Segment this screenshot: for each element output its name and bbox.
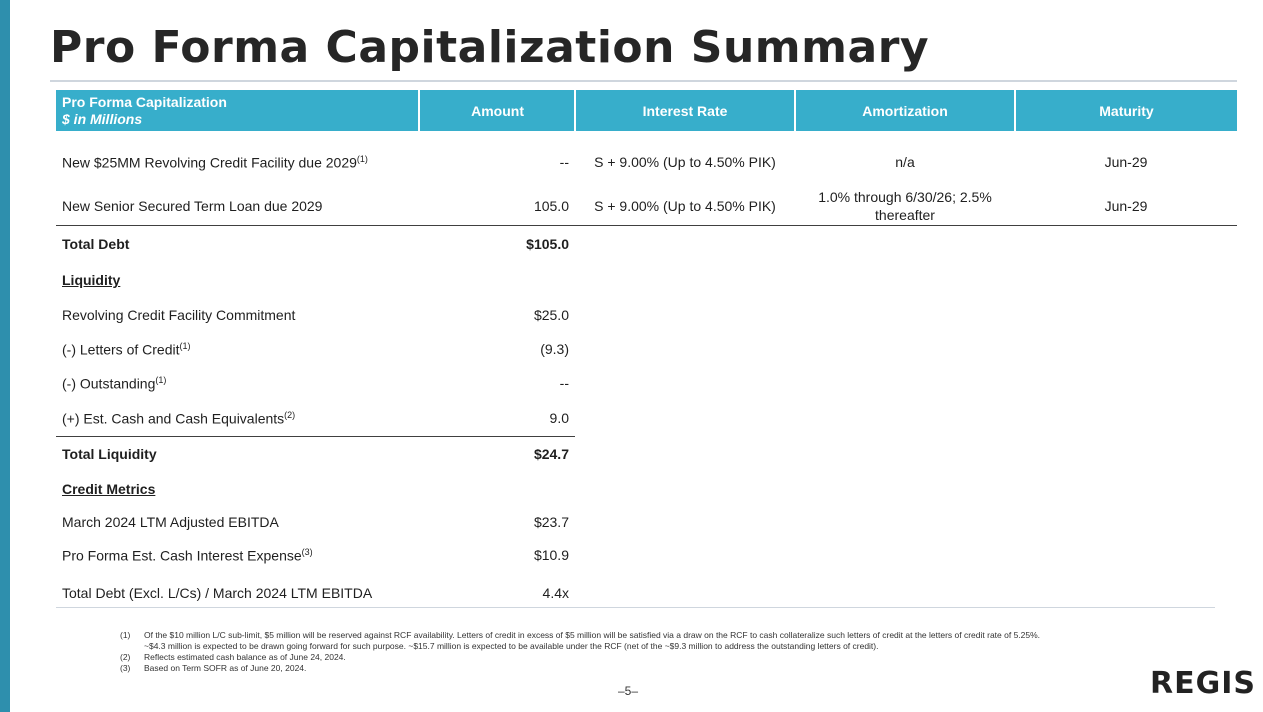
footnote-ref: (2) — [284, 409, 296, 420]
table-row: New $25MM Revolving Credit Facility due … — [56, 131, 1237, 187]
footnote-number: (3) — [120, 663, 131, 673]
total-liquidity-label: Total Liquidity — [62, 446, 157, 462]
total-debt-row: Total Debt $105.0 — [56, 226, 1237, 263]
header-amount: Amount — [419, 90, 576, 131]
section-heading-row: Credit Metrics — [56, 471, 1237, 507]
section-heading-row: Liquidity — [56, 262, 1237, 298]
row-label: Revolving Credit Facility Commitment — [62, 307, 296, 323]
capitalization-table: Pro Forma Capitalization $ in Millions A… — [56, 90, 1237, 613]
row-amortization: n/a — [895, 154, 915, 170]
row-maturity: Jun-29 — [1015, 187, 1237, 226]
row-label: New $25MM Revolving Credit Facility due … — [62, 154, 357, 171]
footnote-divider — [56, 607, 1215, 608]
row-amount: (9.3) — [540, 341, 569, 357]
footnote-number: (2) — [120, 652, 131, 662]
header-interest-rate: Interest Rate — [575, 90, 796, 131]
page-title: Pro Forma Capitalization Summary — [50, 22, 930, 73]
row-interest-rate: S + 9.00% (Up to 4.50% PIK) — [575, 187, 795, 226]
title-divider — [50, 80, 1237, 82]
table-row: Pro Forma Est. Cash Interest Expense(3) … — [56, 537, 1237, 573]
row-label: (+) Est. Cash and Cash Equivalents — [62, 410, 285, 427]
footnote-item: (2) Reflects estimated cash balance as o… — [120, 652, 1230, 663]
footnote-ref: (1) — [356, 153, 368, 164]
left-accent-bar — [0, 0, 10, 712]
row-interest-rate: S + 9.00% (Up to 4.50% PIK) — [594, 154, 776, 170]
footnote-item: (3) Based on Term SOFR as of June 20, 20… — [120, 663, 1230, 674]
total-liquidity-row: Total Liquidity $24.7 — [56, 437, 1237, 472]
table-row: Total Debt (Excl. L/Cs) / March 2024 LTM… — [56, 573, 1237, 613]
table-header-row: Pro Forma Capitalization $ in Millions A… — [56, 90, 1237, 131]
footnotes: (1) Of the $10 million L/C sub-limit, $5… — [120, 630, 1230, 674]
header-maturity: Maturity — [1015, 90, 1237, 131]
liquidity-heading: Liquidity — [62, 272, 121, 288]
footnote-text: Of the $10 million L/C sub-limit, $5 mil… — [144, 630, 1041, 640]
row-maturity: Jun-29 — [1104, 154, 1148, 170]
footnote-ref: (1) — [179, 340, 191, 351]
table-row: (-) Letters of Credit(1) (9.3) — [56, 332, 1237, 366]
footnote-number: (1) — [120, 630, 131, 640]
table-row: (+) Est. Cash and Cash Equivalents(2) 9.… — [56, 400, 1237, 437]
row-amount: -- — [559, 375, 569, 391]
header-label: Pro Forma Capitalization $ in Millions — [56, 90, 420, 131]
row-amount: -- — [559, 154, 569, 170]
amortization-line-1: 1.0% through 6/30/26; 2.5% — [818, 189, 992, 205]
footnote-ref: (1) — [155, 374, 167, 385]
row-amount: $25.0 — [533, 307, 569, 323]
page-number: –5– — [618, 684, 639, 698]
table-row: (-) Outstanding(1) -- — [56, 366, 1237, 400]
regis-logo: REGIS — [1150, 666, 1256, 701]
footnote-item: (1) Of the $10 million L/C sub-limit, $5… — [120, 630, 1230, 652]
credit-metrics-heading: Credit Metrics — [62, 481, 156, 497]
footnote-ref: (3) — [301, 546, 313, 557]
row-label: Pro Forma Est. Cash Interest Expense — [62, 547, 302, 564]
table-row: New Senior Secured Term Loan due 2029 10… — [56, 187, 1237, 226]
amortization-line-2: thereafter — [875, 207, 935, 223]
footnote-text: Reflects estimated cash balance as of Ju… — [144, 652, 346, 662]
row-amount: $23.7 — [533, 514, 569, 530]
total-debt-amount: $105.0 — [526, 236, 569, 252]
header-label-units: $ in Millions — [62, 110, 143, 127]
row-amount: $10.9 — [533, 547, 569, 563]
row-label: New Senior Secured Term Loan due 2029 — [56, 187, 419, 226]
row-label: (-) Letters of Credit — [62, 341, 180, 358]
row-label: March 2024 LTM Adjusted EBITDA — [62, 514, 279, 530]
footnote-text: Based on Term SOFR as of June 20, 2024. — [144, 663, 307, 673]
row-label: (-) Outstanding — [62, 375, 156, 392]
table-row: Revolving Credit Facility Commitment $25… — [56, 298, 1237, 332]
total-debt-label: Total Debt — [62, 236, 130, 252]
header-amortization: Amortization — [795, 90, 1016, 131]
row-amount: 105.0 — [419, 187, 575, 226]
footnote-text: ~$4.3 million is expected to be drawn go… — [144, 641, 879, 651]
row-amount: 4.4x — [542, 585, 569, 601]
row-label: Total Debt (Excl. L/Cs) / March 2024 LTM… — [62, 585, 373, 601]
total-liquidity-amount: $24.7 — [533, 446, 569, 462]
row-amortization: 1.0% through 6/30/26; 2.5% thereafter — [795, 187, 1015, 226]
table-row: March 2024 LTM Adjusted EBITDA $23.7 — [56, 507, 1237, 537]
row-amount: 9.0 — [419, 400, 575, 437]
header-label-title: Pro Forma Capitalization — [62, 93, 227, 110]
